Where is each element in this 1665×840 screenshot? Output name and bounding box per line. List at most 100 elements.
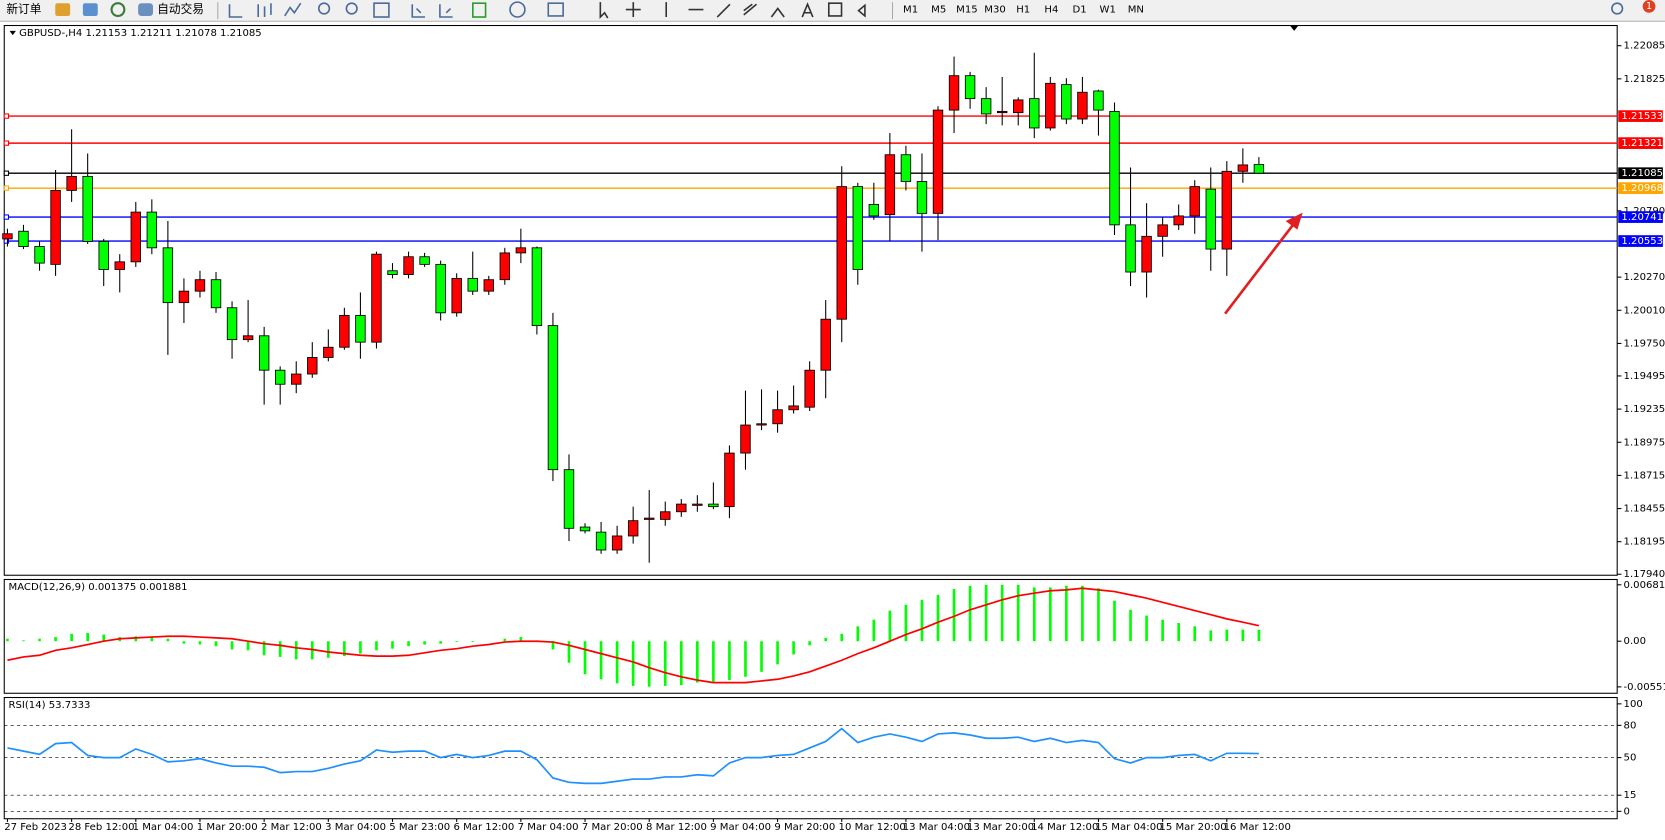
candle-body (130, 211, 141, 263)
candle-body (18, 230, 29, 247)
x-tick-label: 3 Mar 04:00 (325, 822, 386, 833)
timeframe-button[interactable]: MN (1128, 5, 1144, 16)
candle-body (708, 503, 719, 508)
tool-icons[interactable] (228, 1, 866, 19)
candle-body (964, 75, 976, 100)
y-tick-label: 1.22085 (1624, 41, 1665, 52)
candle-body (419, 256, 430, 265)
x-tick-label: 9 Mar 04:00 (710, 822, 771, 833)
candle-body (291, 373, 302, 385)
candle-body (627, 520, 639, 537)
candle-body (980, 98, 992, 115)
rsi-panel (3, 696, 1618, 820)
candle-body (1221, 170, 1233, 250)
candle-body (916, 181, 928, 214)
search-icon[interactable] (1611, 2, 1624, 15)
y-tick-label: -0.005518 (1624, 682, 1665, 693)
plot: 1.220851.218251.207901.202701.200101.197… (2, 41, 1665, 833)
timeframe-button[interactable]: H4 (1044, 5, 1058, 16)
main-panel (3, 24, 1618, 576)
candle-body (852, 186, 863, 270)
candle-body (323, 346, 334, 358)
x-tick-label: 10 Mar 12:00 (839, 822, 906, 833)
candle-body (579, 526, 591, 532)
level-label-box (1618, 211, 1663, 223)
rsi-line (7, 727, 1259, 785)
icon[interactable] (345, 2, 358, 15)
candle-body (1253, 164, 1265, 174)
y-tick-label: 80 (1624, 720, 1637, 731)
candle-body (547, 325, 559, 471)
level-label-box (1618, 235, 1663, 247)
level-label: 1.21321 (1621, 138, 1663, 149)
annotation-arrow (1224, 212, 1303, 315)
icon[interactable] (55, 3, 71, 16)
icon[interactable] (373, 2, 390, 18)
candle-body (210, 279, 222, 309)
icon[interactable] (228, 4, 243, 18)
timeframe-button[interactable]: M30 (984, 5, 1006, 16)
y-tick-label: 0 (1624, 806, 1630, 817)
y-tick-label: 1.20010 (1624, 305, 1665, 316)
y-tick-label: 0.006817 (1624, 580, 1665, 591)
toolbar: 新订单 自动交易 (0, 0, 1665, 22)
x-tick-label: 6 Mar 12:00 (453, 822, 514, 833)
candle-body (387, 270, 398, 276)
timeframe-button[interactable]: H1 (1016, 5, 1030, 16)
y-tick-label: 1.18455 (1624, 504, 1665, 515)
icon[interactable] (138, 3, 154, 16)
candle-body (900, 154, 912, 182)
candle-body (884, 154, 896, 216)
icon[interactable] (110, 2, 126, 18)
timeframe-button[interactable]: D1 (1072, 5, 1086, 16)
icon[interactable] (857, 3, 866, 18)
icon[interactable] (801, 2, 814, 18)
y-tick-label: 1.19235 (1624, 404, 1665, 415)
toolbar-button[interactable]: 新订单 (6, 2, 41, 16)
signal-line (7, 587, 1260, 684)
timeframe-button[interactable]: M15 (956, 5, 978, 16)
icon[interactable] (625, 2, 641, 18)
x-tick-label: 5 Mar 23:00 (389, 822, 450, 833)
candle-body (611, 535, 623, 551)
timeframe-button[interactable]: W1 (1100, 5, 1116, 16)
icon[interactable] (743, 3, 758, 16)
x-tick-label: 1 Mar 04:00 (133, 822, 194, 833)
toolbar-button[interactable]: 自动交易 (157, 2, 204, 16)
icon[interactable] (82, 3, 98, 16)
x-tick-label: 2 Mar 12:00 (261, 822, 322, 833)
candle-body (740, 424, 751, 454)
x-tick-label: 7 Mar 04:00 (518, 822, 579, 833)
candle-body (1141, 235, 1152, 273)
y-tick-label: 1.17940 (1624, 569, 1665, 580)
icon[interactable] (547, 2, 564, 17)
candle-body (242, 335, 254, 341)
icon[interactable] (472, 2, 487, 18)
candle-body (451, 277, 462, 314)
timeframe-button[interactable]: M1 (903, 5, 918, 16)
level-label: 1.21533 (1621, 111, 1663, 122)
icon[interactable] (599, 2, 609, 19)
icon[interactable] (770, 7, 785, 18)
icon[interactable] (257, 3, 272, 18)
level-handle (3, 140, 10, 146)
icon[interactable] (411, 4, 426, 18)
icon[interactable] (317, 2, 331, 15)
candle-body (644, 517, 655, 520)
x-tick-label: 9 Mar 20:00 (774, 822, 835, 833)
candle-body (146, 211, 158, 249)
icon[interactable] (509, 1, 526, 18)
timeframe-button[interactable]: M5 (931, 5, 946, 16)
x-tick-label: 8 Mar 12:00 (646, 822, 707, 833)
icon[interactable] (716, 3, 731, 18)
badge[interactable] (1642, 0, 1656, 13)
icon[interactable] (439, 4, 453, 18)
macd-panel (3, 578, 1618, 694)
candle-body (692, 503, 703, 506)
icon[interactable] (284, 2, 302, 17)
icon[interactable] (827, 2, 843, 17)
candle-body (595, 531, 607, 551)
candle-body (563, 469, 575, 529)
